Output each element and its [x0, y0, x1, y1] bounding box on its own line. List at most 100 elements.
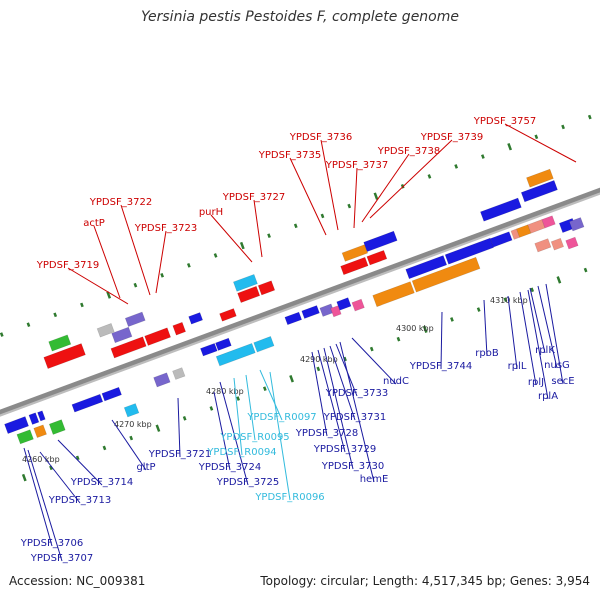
bottom-gene-label: hemE	[360, 474, 389, 485]
top-gene-label: YPDSF_3735	[258, 150, 321, 161]
gene-feature-37	[111, 326, 133, 344]
gene-feature-1	[28, 412, 40, 425]
gene-feature-43	[257, 280, 276, 296]
map-title: Yersinia pestis Pestoides F, complete ge…	[141, 9, 459, 25]
gene-feature-45	[340, 256, 369, 276]
gene-feature-49	[172, 321, 187, 336]
rna-gene-label-leader	[269, 371, 291, 501]
bottom-gene-label-leader	[329, 345, 356, 421]
bottom-gene-label-leader	[519, 291, 537, 386]
bottom-gene-label: YPDSF_3733	[325, 388, 388, 399]
gene-features	[4, 168, 585, 445]
scale-label: 4260 kbp	[22, 455, 60, 464]
rna-gene-label-leader	[245, 374, 256, 441]
bottom-gene-label-leader	[323, 347, 354, 470]
scale-ticks	[0, 114, 592, 482]
gene-feature-20	[351, 298, 365, 312]
bottom-gene-label-leader	[111, 419, 147, 471]
bottom-gene-label: YPDSF_3714	[70, 477, 133, 488]
bottom-gene-label: nusG	[544, 360, 570, 371]
top-gene-label: purH	[199, 207, 223, 218]
top-gene-label: actP	[83, 218, 105, 229]
bottom-gene-label: YPDSF_3707	[30, 553, 93, 564]
gene-feature-32	[534, 238, 552, 253]
gene-feature-50	[188, 312, 204, 325]
top-gene-label-leader	[93, 225, 121, 299]
gene-feature-25	[489, 231, 513, 248]
gene-feature-22	[411, 256, 481, 293]
gene-feature-52	[480, 197, 522, 222]
gene-feature-29	[541, 215, 556, 229]
gene-feature-53	[520, 180, 558, 203]
gene-feature-24	[444, 237, 494, 265]
bottom-gene-label-leader	[219, 381, 249, 486]
gene-feature-4	[33, 424, 47, 439]
bottom-gene-label-leader	[529, 287, 546, 354]
gene-feature-2	[37, 410, 46, 422]
top-gene-label: YPDSF_3757	[473, 116, 536, 127]
top-gene-label-leader	[361, 153, 410, 223]
gene-feature-36	[144, 327, 172, 346]
gene-feature-33	[550, 237, 565, 251]
gene-feature-9	[153, 372, 171, 388]
scale-label: 4290 kbp	[300, 355, 338, 364]
scale-label: 4300 kbp	[396, 324, 434, 333]
bottom-gene-label: YPDSF_3706	[20, 538, 83, 549]
top-gene-label-leader	[369, 139, 453, 219]
gene-feature-47	[341, 244, 369, 262]
gene-feature-35	[110, 336, 147, 359]
bottom-gene-label: YPDSF_3731	[323, 412, 386, 423]
gene-feature-11	[215, 342, 256, 367]
bottom-gene-label: gltP	[136, 462, 155, 473]
gene-feature-3	[16, 429, 34, 445]
bottom-gene-label-leader	[311, 351, 328, 437]
gene-feature-21	[372, 281, 415, 308]
bottom-gene-label: YPDSF_3713	[48, 495, 111, 506]
bottom-gene-label-leader	[545, 283, 564, 385]
gene-feature-14	[215, 337, 232, 351]
top-gene-label-leader	[253, 199, 263, 258]
gene-feature-41	[48, 334, 72, 352]
bottom-gene-label-leader	[351, 337, 397, 385]
gene-feature-12	[253, 336, 275, 353]
gene-feature-15	[284, 311, 303, 326]
top-gene-label-leader	[353, 167, 358, 229]
bottom-gene-label: nudC	[383, 376, 409, 387]
gene-feature-5	[48, 419, 66, 435]
top-gene-label: YPDSF_3738	[377, 146, 440, 157]
bottom-gene-label: rplJ	[528, 377, 544, 388]
gene-feature-0	[4, 416, 29, 434]
gene-feature-54	[526, 168, 554, 188]
gene-feature-16	[301, 305, 320, 319]
bottom-gene-label: secE	[551, 376, 574, 387]
rna-gene-label-leader	[259, 369, 283, 421]
bottom-gene-label: YPDSF_3728	[295, 428, 358, 439]
accession-text: Accession: NC_009381	[9, 574, 146, 588]
gene-feature-40	[43, 343, 86, 370]
top-gene-label-leader	[67, 267, 129, 305]
bottom-gene-label-leader	[317, 349, 346, 453]
top-gene-label: YPDSF_3736	[289, 132, 352, 143]
gene-feature-31	[568, 217, 585, 232]
bottom-gene-label-leader	[339, 341, 375, 483]
gene-feature-18	[330, 305, 342, 318]
bottom-gene-label-leader	[213, 391, 231, 471]
rna-gene-label: YPDSF_R0095	[219, 432, 289, 443]
bottom-gene-label-leader	[507, 295, 518, 370]
gene-feature-10	[172, 367, 186, 380]
top-gene-label-leader	[504, 123, 577, 163]
bottom-gene-label: YPDSF_3725	[216, 477, 279, 488]
rna-gene-label-leader	[233, 377, 243, 456]
bottom-gene-label: YPDSF_3730	[321, 461, 384, 472]
bottom-gene-label: rplK	[535, 345, 555, 356]
bottom-gene-label: rpoB	[475, 348, 499, 359]
gene-feature-6	[71, 393, 104, 413]
gene-feature-48	[363, 230, 398, 253]
gene-feature-46	[366, 249, 388, 266]
rna-gene-label: YPDSF_R0096	[254, 492, 324, 503]
gene-feature-44	[232, 273, 258, 292]
top-gene-label-leader	[210, 214, 253, 263]
gene-feature-34	[565, 236, 579, 250]
gene-feature-42	[237, 285, 261, 303]
